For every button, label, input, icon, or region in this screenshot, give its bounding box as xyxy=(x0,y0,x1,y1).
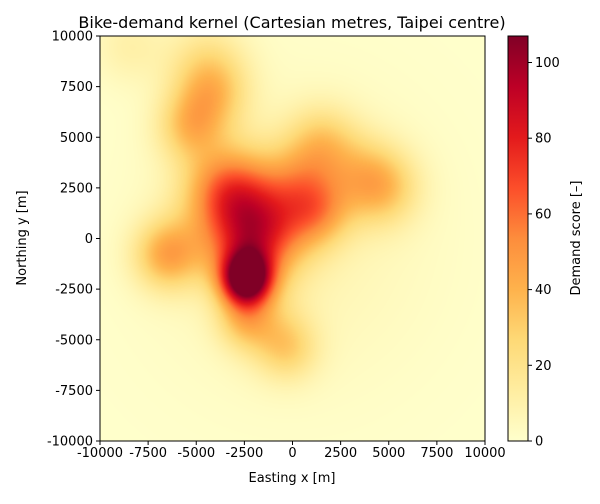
x-tick-label: 5000 xyxy=(372,446,405,461)
colorbar-tick-label: 40 xyxy=(535,283,552,298)
y-tick-label: -5000 xyxy=(55,333,93,348)
y-tick-label: -2500 xyxy=(55,283,93,298)
y-tick-label: 10000 xyxy=(52,30,93,45)
colorbar-tick-label: 60 xyxy=(535,207,552,222)
colorbar-tick-label: 0 xyxy=(535,435,543,450)
x-tick-label: -7500 xyxy=(129,446,167,461)
x-tick-label: -10000 xyxy=(77,446,123,461)
x-tick-label: 10000 xyxy=(464,446,505,461)
y-axis-ticks: -10000 -7500 -5000 -2500 0 2500 5000 7500 10000 xyxy=(47,30,100,450)
y-tick-label: 2500 xyxy=(60,181,93,196)
x-tick-label: 0 xyxy=(288,446,296,461)
y-tick-label: 0 xyxy=(85,232,93,247)
x-axis-ticks: -10000 -7500 -5000 -2500 0 2500 5000 7500 10000 xyxy=(77,441,506,461)
x-tick-label: 2500 xyxy=(324,446,357,461)
colorbar-tick-label: 20 xyxy=(535,359,552,374)
y-tick-label: -10000 xyxy=(47,435,93,450)
colorbar-ticks: 0 20 40 60 80 100 xyxy=(528,56,560,450)
x-tick-label: -2500 xyxy=(225,446,263,461)
y-axis-label: Northing y [m] xyxy=(15,190,30,285)
x-axis-label: Easting x [m] xyxy=(249,471,336,486)
y-tick-label: 7500 xyxy=(60,80,93,95)
colorbar-label: Demand score [–] xyxy=(569,181,584,296)
y-tick-label: -7500 xyxy=(55,384,93,399)
colorbar xyxy=(507,35,529,442)
x-tick-label: -5000 xyxy=(177,446,215,461)
colorbar-tick-label: 80 xyxy=(535,132,552,147)
x-tick-label: 7500 xyxy=(420,446,453,461)
colorbar-tick-label: 100 xyxy=(535,56,560,71)
y-tick-label: 5000 xyxy=(60,131,93,146)
heatmap-image xyxy=(100,36,485,441)
chart-title: Bike-demand kernel (Cartesian metres, Ta… xyxy=(78,13,505,32)
